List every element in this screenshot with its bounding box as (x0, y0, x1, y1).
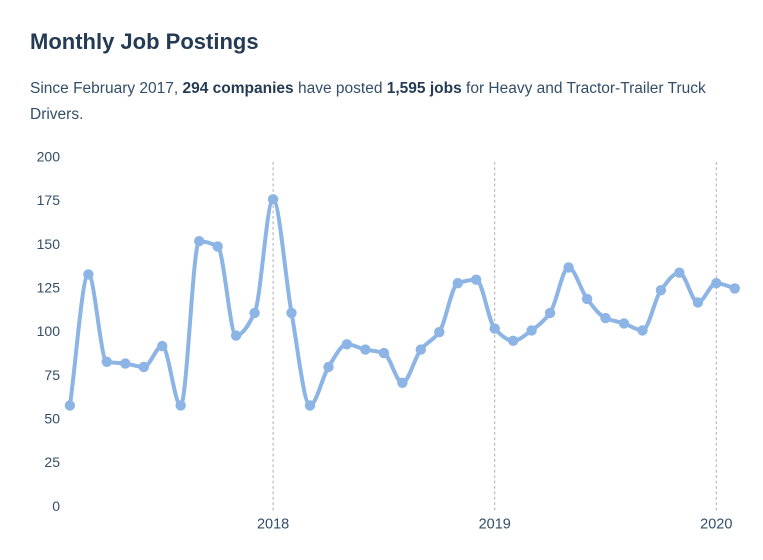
svg-text:50: 50 (44, 411, 60, 427)
svg-text:0: 0 (52, 498, 60, 514)
svg-text:175: 175 (37, 192, 61, 208)
svg-text:2018: 2018 (257, 516, 289, 532)
svg-text:25: 25 (44, 454, 60, 470)
svg-text:75: 75 (44, 367, 60, 383)
svg-text:200: 200 (37, 148, 61, 164)
svg-text:100: 100 (37, 323, 61, 339)
svg-text:2020: 2020 (700, 516, 732, 532)
svg-text:125: 125 (37, 280, 61, 296)
svg-text:2019: 2019 (479, 516, 511, 532)
svg-text:150: 150 (37, 236, 61, 252)
